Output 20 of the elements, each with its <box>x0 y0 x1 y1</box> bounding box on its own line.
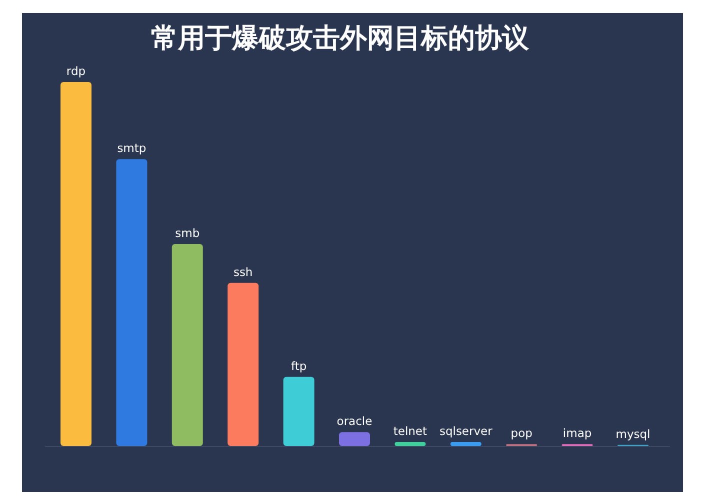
x-tick-label: smtp <box>117 141 146 156</box>
bar <box>394 442 426 446</box>
bar <box>228 282 259 446</box>
chart-title: 常用于爆破攻击外网目标的协议 <box>151 23 530 54</box>
bar <box>339 432 370 446</box>
x-tick-label: telnet <box>393 424 428 438</box>
x-tick-label: ftp <box>290 358 307 373</box>
bar <box>116 159 148 446</box>
x-tick-label: pop <box>510 426 532 440</box>
x-tick-label: imap <box>562 426 592 440</box>
bar <box>172 244 203 446</box>
x-tick-label: ssh <box>233 264 253 279</box>
bar <box>60 82 92 446</box>
x-tick-label: smb <box>175 226 200 240</box>
bar <box>450 442 482 446</box>
x-tick-label: mysql <box>616 426 650 441</box>
x-tick-label: oracle <box>336 414 372 428</box>
x-tick-label: sqlserver <box>439 424 493 438</box>
x-tick-label: rdp <box>66 64 86 78</box>
bar <box>283 376 314 446</box>
